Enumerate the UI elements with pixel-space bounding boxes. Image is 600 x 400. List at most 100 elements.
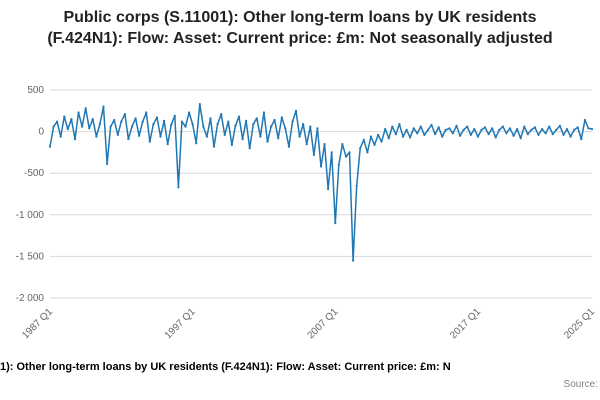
data-point-marker — [280, 116, 283, 119]
data-point-marker — [220, 113, 223, 116]
data-point-marker — [401, 135, 405, 138]
data-point-marker — [98, 123, 101, 126]
data-point-marker — [166, 143, 169, 146]
data-point-marker — [70, 118, 73, 121]
y-axis-tick-label: -500 — [24, 168, 44, 179]
data-point-marker — [344, 155, 348, 158]
data-point-marker — [170, 123, 173, 126]
data-point-marker — [437, 126, 440, 129]
data-point-marker — [180, 120, 183, 123]
y-axis-tick-label: -1 000 — [16, 210, 45, 221]
data-point-marker — [262, 111, 265, 114]
data-point-marker — [498, 128, 501, 131]
data-point-marker — [155, 116, 159, 119]
data-point-marker — [284, 127, 287, 130]
data-point-marker — [544, 132, 547, 135]
data-point-marker — [259, 135, 262, 138]
data-point-marker — [216, 123, 219, 126]
data-point-marker — [241, 138, 244, 141]
data-point-marker — [558, 124, 562, 127]
chart-title: Public corps (S.11001): Other long-term … — [47, 9, 553, 47]
data-point-marker — [173, 114, 176, 117]
data-point-marker — [473, 128, 476, 131]
data-point-marker — [52, 125, 55, 128]
data-point-marker — [138, 134, 141, 137]
data-point-marker — [188, 111, 191, 114]
chart-svg: 500 0 -500 -1 000 -1 500 -2 000 1987 Q1 1997 Q1… — [16, 85, 598, 341]
data-point-marker — [537, 133, 540, 136]
data-point-marker — [523, 125, 526, 128]
data-point-marker — [362, 138, 365, 141]
data-point-marker — [266, 140, 269, 143]
data-point-marker — [120, 120, 123, 123]
data-point-marker — [551, 133, 554, 136]
data-point-marker — [448, 127, 451, 130]
data-point-marker — [163, 119, 166, 122]
data-point-marker — [441, 135, 444, 138]
data-point-marker — [230, 143, 233, 146]
data-point-marker — [416, 132, 419, 135]
data-point-marker — [177, 186, 180, 189]
data-point-marker — [384, 128, 387, 131]
data-point-marker — [562, 133, 565, 136]
data-point-marker — [330, 151, 333, 154]
data-point-marker — [116, 133, 119, 136]
data-point-marker — [205, 135, 208, 138]
data-point-marker — [505, 132, 508, 135]
y-axis-tick-label: 500 — [27, 85, 44, 96]
data-point-marker — [63, 115, 66, 118]
data-point-marker — [91, 118, 94, 121]
data-point-marker — [305, 143, 308, 146]
data-point-marker — [501, 125, 504, 128]
data-point-marker — [145, 111, 148, 114]
data-point-marker — [287, 145, 290, 148]
data-point-marker — [434, 133, 437, 136]
data-point-marker — [84, 107, 87, 110]
footer-caption: 1): Other long-term loans by UK resident… — [0, 361, 451, 373]
data-point-marker — [234, 124, 237, 127]
data-point-marker — [480, 128, 483, 131]
data-point-marker — [141, 120, 144, 123]
data-point-marker — [487, 133, 490, 136]
data-point-marker — [451, 132, 454, 135]
data-point-marker — [159, 135, 162, 138]
data-point-marker — [469, 133, 472, 136]
x-axis-tick-label: 2007 Q1 — [305, 306, 340, 341]
data-point-marker — [587, 127, 590, 130]
data-point-marker — [508, 127, 512, 130]
data-point-marker — [580, 138, 583, 141]
data-point-marker — [462, 128, 465, 131]
data-point-marker — [88, 127, 91, 130]
data-point-marker — [237, 115, 241, 118]
data-point-marker — [198, 103, 201, 106]
y-axis-tick-label: -2 000 — [16, 293, 45, 304]
data-point-marker — [398, 123, 401, 126]
data-point-marker — [298, 135, 301, 138]
data-point-marker — [127, 138, 130, 141]
data-point-marker — [380, 140, 383, 143]
data-point-marker — [359, 147, 362, 150]
data-point-marker — [444, 128, 447, 131]
x-axis-tick-label: 1997 Q1 — [163, 306, 198, 341]
data-point-marker — [73, 138, 77, 141]
data-point-marker — [483, 126, 487, 129]
data-point-marker — [130, 125, 134, 128]
data-point-marker — [516, 128, 519, 131]
data-point-marker — [377, 133, 380, 136]
data-point-marker — [109, 125, 112, 128]
data-point-marker — [405, 128, 408, 131]
data-point-marker — [148, 140, 151, 143]
data-point-marker — [476, 135, 479, 138]
data-point-marker — [459, 134, 462, 137]
data-point-marker — [573, 128, 576, 131]
data-point-marker — [102, 105, 105, 108]
data-point-marker — [494, 136, 497, 139]
data-point-marker — [66, 128, 69, 131]
x-axis-tick-label: 2025 Q1 — [562, 306, 597, 341]
data-point-marker — [387, 137, 390, 140]
data-point-marker — [195, 142, 198, 145]
data-point-marker — [412, 127, 415, 130]
data-point-marker — [184, 125, 187, 128]
data-point-marker — [209, 117, 212, 120]
data-point-marker — [309, 125, 312, 128]
